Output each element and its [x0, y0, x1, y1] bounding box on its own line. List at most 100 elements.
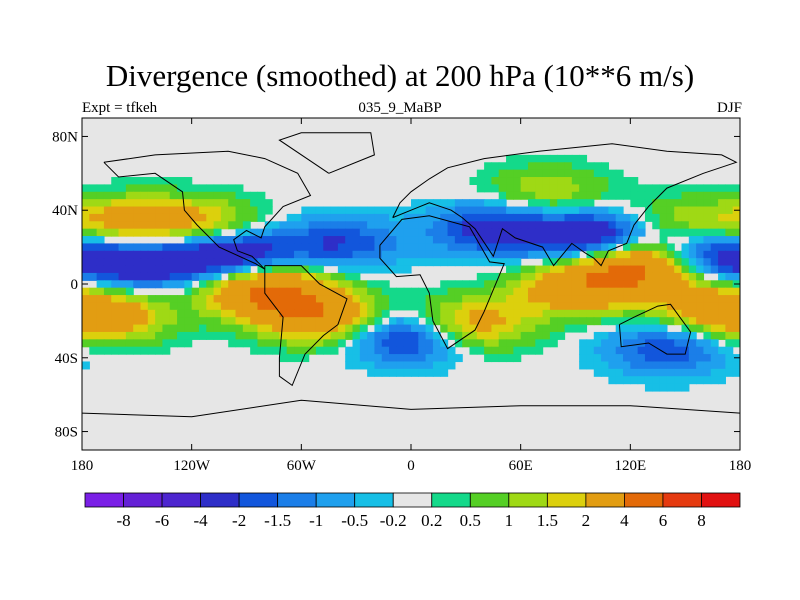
field-cell	[659, 302, 668, 311]
field-cell	[586, 184, 595, 193]
field-cell	[169, 206, 178, 215]
field-cell	[542, 169, 551, 178]
field-cell	[535, 324, 544, 333]
field-cell	[696, 243, 705, 252]
field-cell	[696, 309, 705, 318]
field-cell	[652, 368, 661, 377]
field-cell	[396, 302, 405, 311]
field-cell	[111, 250, 120, 259]
field-cell	[396, 258, 405, 267]
field-cell	[155, 272, 164, 281]
field-cell	[688, 287, 697, 296]
field-cell	[608, 236, 617, 245]
field-cell	[615, 258, 624, 267]
field-cell	[688, 302, 697, 311]
field-cell	[140, 317, 149, 326]
field-cell	[659, 213, 668, 222]
field-cell	[520, 339, 529, 348]
field-cell	[527, 309, 536, 318]
field-cell	[213, 184, 222, 193]
field-cell	[601, 331, 609, 340]
field-cell	[688, 368, 697, 377]
field-cell	[462, 228, 471, 237]
field-cell	[623, 265, 631, 274]
field-cell	[564, 258, 573, 267]
field-cell	[191, 199, 200, 208]
field-cell	[264, 265, 273, 274]
field-cell	[623, 354, 631, 363]
field-cell	[644, 206, 653, 215]
field-cell	[476, 258, 485, 267]
field-cell	[337, 272, 346, 281]
field-cell	[323, 280, 332, 289]
field-cell	[718, 213, 726, 222]
field-cell	[191, 236, 200, 245]
field-cell	[374, 265, 383, 274]
experiment-label: Expt = tfkeh	[82, 100, 158, 116]
field-cell	[286, 221, 295, 230]
field-cell	[652, 346, 661, 355]
field-cell	[206, 250, 215, 259]
field-cell	[359, 287, 368, 296]
field-cell	[198, 272, 207, 281]
field-cell	[396, 243, 405, 252]
field-cell	[432, 317, 441, 326]
field-cell	[462, 236, 471, 245]
field-cell	[454, 199, 463, 208]
field-cell	[425, 317, 434, 326]
field-cell	[411, 250, 419, 259]
field-cell	[359, 280, 368, 289]
field-cell	[535, 177, 544, 185]
field-cell	[169, 331, 178, 340]
field-cell	[206, 287, 215, 296]
field-cell	[440, 295, 449, 304]
field-cell	[359, 228, 368, 237]
field-cell	[520, 206, 529, 215]
field-cell	[235, 302, 244, 311]
field-cell	[549, 184, 558, 193]
field-cell	[294, 287, 302, 296]
field-cell	[608, 228, 617, 237]
colorbar: -8 -6 -4 -2 -1.5 -1 -0.5 -0.2 0.2 0.5 1 1.5 2 4 6 8	[84, 492, 741, 530]
field-cell	[506, 280, 514, 289]
field-cell	[425, 368, 434, 377]
field-cell	[272, 272, 280, 281]
field-cell	[396, 331, 405, 340]
field-cell	[601, 339, 609, 348]
field-cell	[491, 331, 500, 340]
field-cell	[359, 206, 368, 215]
field-cell	[96, 199, 105, 208]
field-cell	[162, 206, 171, 215]
field-cell	[396, 317, 405, 326]
field-cell	[659, 317, 668, 326]
field-cell	[484, 287, 493, 296]
field-cell	[308, 317, 317, 326]
field-cell	[286, 280, 295, 289]
field-cell	[440, 324, 449, 333]
field-cell	[432, 236, 441, 245]
field-cell	[396, 339, 405, 348]
colorbar-swatch	[662, 492, 702, 508]
colorbar-swatch	[354, 492, 394, 508]
field-cell	[125, 213, 134, 222]
field-cell	[564, 206, 573, 215]
field-cell	[549, 302, 558, 311]
field-cell	[381, 295, 390, 304]
divergence-field	[82, 118, 740, 450]
field-cell	[118, 243, 127, 252]
field-cell	[308, 213, 317, 222]
field-cell	[396, 213, 405, 222]
field-cell	[367, 213, 376, 222]
field-cell	[294, 221, 302, 230]
field-cell	[586, 317, 595, 326]
field-cell	[411, 236, 419, 245]
field-cell	[681, 265, 690, 274]
field-cell	[308, 265, 317, 274]
field-cell	[301, 287, 310, 296]
field-cell	[345, 243, 354, 252]
field-cell	[571, 265, 580, 274]
field-cell	[345, 265, 354, 274]
field-cell	[367, 346, 376, 355]
field-cell	[542, 331, 551, 340]
field-cell	[294, 243, 302, 252]
